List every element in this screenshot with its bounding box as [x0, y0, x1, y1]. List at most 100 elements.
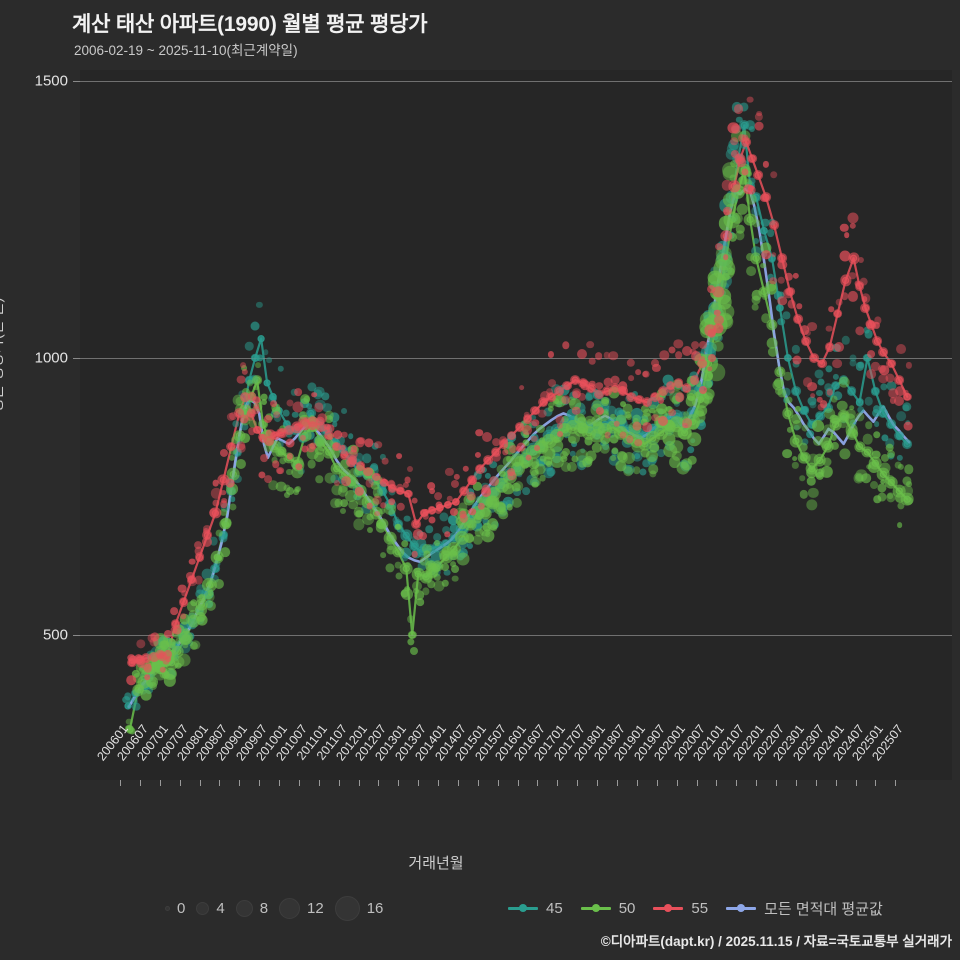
series-path	[127, 187, 911, 709]
series-marker	[545, 437, 553, 445]
series-marker	[553, 431, 561, 440]
series-marker	[458, 534, 466, 542]
series-marker	[418, 548, 426, 556]
series-marker	[682, 384, 691, 393]
legend-size-bubble-icon	[196, 901, 210, 915]
x-tick	[696, 780, 698, 786]
y-tick	[73, 358, 80, 359]
y-tick	[73, 635, 80, 636]
series-marker	[834, 310, 842, 318]
legend-series-label: 모든 면적대 평균값	[764, 900, 883, 918]
series-marker	[547, 393, 555, 401]
series-marker	[484, 456, 492, 465]
series-marker	[442, 553, 450, 562]
x-tick	[199, 780, 201, 786]
legend-series-item-모든 면적대 평균값[interactable]: 모든 면적대 평균값	[726, 898, 883, 919]
series-marker	[712, 321, 720, 329]
series-marker	[619, 387, 627, 395]
series-marker	[643, 398, 651, 406]
legend-size-label: 12	[307, 899, 324, 917]
series-marker	[414, 570, 422, 578]
gridline-y	[80, 635, 952, 636]
series-marker	[680, 429, 689, 437]
legend-line-marker-icon	[653, 901, 684, 915]
series-marker	[428, 567, 436, 575]
series-marker	[356, 462, 365, 470]
x-tick	[577, 780, 579, 786]
x-tick	[358, 780, 360, 786]
legend-series-label: 50	[618, 899, 636, 917]
series-marker	[498, 481, 506, 490]
x-tick	[298, 780, 300, 786]
x-tick	[457, 780, 459, 786]
legend-series-item-45[interactable]: 45	[508, 900, 563, 917]
legend-series: 45 50 55 모든 면적대 평균값	[508, 893, 901, 923]
series-marker	[285, 454, 293, 462]
legend-size-item: 8	[235, 899, 279, 917]
y-tick-label: 500	[42, 626, 68, 644]
series-marker	[704, 359, 713, 368]
series-marker	[887, 359, 895, 368]
series-marker	[736, 154, 744, 163]
series-marker	[742, 138, 750, 146]
series-marker	[412, 520, 420, 528]
series-marker	[649, 434, 657, 442]
series-marker	[571, 376, 579, 384]
series-marker	[378, 487, 387, 495]
series-marker	[492, 448, 500, 456]
x-tick	[438, 780, 440, 786]
x-tick	[537, 780, 539, 786]
series-marker	[402, 564, 410, 573]
series-marker	[508, 431, 516, 440]
series-marker	[587, 384, 595, 393]
series-marker	[746, 215, 754, 224]
series-marker	[150, 653, 158, 661]
series-marker	[452, 498, 460, 506]
series-marker	[577, 426, 585, 434]
x-tick	[557, 780, 559, 786]
series-marker	[426, 545, 434, 553]
series-marker	[317, 423, 325, 431]
series-marker	[808, 420, 816, 429]
series-marker	[529, 448, 538, 456]
x-tick	[616, 780, 618, 786]
legend-size-bubble-icon	[334, 895, 360, 921]
page-subtitle: 2006-02-19 ~ 2025-11-10(최근계약일)	[74, 43, 298, 58]
series-marker	[235, 409, 243, 417]
series-marker	[665, 423, 673, 431]
series-marker	[227, 443, 235, 451]
series-marker	[740, 121, 748, 129]
series-marker	[824, 404, 832, 412]
series-marker	[561, 426, 569, 434]
x-tick	[398, 780, 400, 786]
legend-series-item-50[interactable]: 50	[580, 899, 636, 917]
x-tick	[736, 780, 738, 786]
series-marker	[466, 520, 474, 528]
series-marker	[752, 254, 760, 262]
series-marker	[293, 423, 301, 431]
series-marker	[633, 437, 641, 445]
series-marker	[333, 465, 341, 473]
legend-size-item: 16	[334, 895, 395, 921]
series-marker	[617, 429, 625, 437]
series-marker	[380, 479, 388, 487]
series-marker	[523, 415, 532, 423]
gridline-y	[80, 358, 952, 359]
series-marker	[760, 287, 768, 296]
series-marker	[871, 459, 880, 467]
legend-size-label: 0	[177, 899, 186, 917]
x-tick	[895, 780, 897, 786]
x-tick	[497, 780, 499, 786]
series-marker	[422, 573, 430, 581]
legend-size-label: 8	[259, 899, 269, 917]
series-marker	[895, 487, 903, 495]
series-marker	[241, 393, 249, 401]
series-marker	[285, 426, 293, 434]
legend-series-item-55[interactable]: 55	[653, 900, 708, 917]
series-marker	[800, 407, 808, 415]
series-marker	[641, 440, 649, 448]
page-title: 계산 태산 아파트(1990) 월별 평균 평당가	[72, 13, 428, 36]
series-marker	[746, 182, 754, 190]
series-marker	[792, 387, 800, 395]
series-marker	[816, 412, 824, 420]
